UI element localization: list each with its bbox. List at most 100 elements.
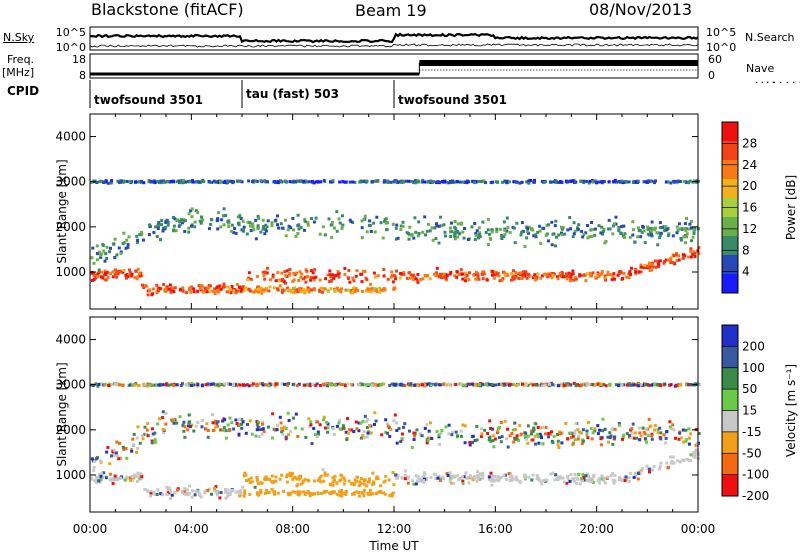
data-cell [628,471,632,475]
data-cell [475,424,479,428]
data-cell [303,478,307,482]
data-cell [481,471,485,475]
data-cell [329,492,333,496]
data-cell [323,233,327,237]
data-cell [624,180,628,184]
data-cell [108,472,112,476]
data-cell [413,434,417,438]
data-cell [486,243,490,247]
data-cell [637,270,641,274]
data-cell [647,417,651,421]
data-cell [695,179,699,183]
data-cell [581,472,585,476]
data-cell [108,462,112,466]
data-cell [297,227,301,231]
data-cell [679,238,683,242]
data-cell [136,275,140,279]
data-cell [588,179,592,183]
data-cell [391,222,395,226]
data-cell [158,287,162,290]
data-cell [529,382,533,386]
data-cell [687,458,691,462]
data-cell [362,494,366,498]
data-cell [250,480,254,484]
data-cell [500,236,504,240]
data-cell [128,268,131,272]
data-cell [96,476,100,480]
data-cell [593,227,597,231]
data-cell [132,443,136,447]
data-cell [301,287,305,291]
data-cell [406,481,410,485]
data-cell [470,225,474,229]
data-cell [473,439,477,442]
noise-sky-line [89,32,699,44]
data-cell [490,273,494,277]
colorbar-tick-label: 200 [742,339,765,353]
data-cell [585,383,589,386]
data-cell [538,229,542,233]
data-cell [674,383,678,387]
data-cell [225,179,229,183]
data-cell [668,455,672,459]
data-cell [333,226,336,230]
data-cell [348,428,352,432]
data-cell [629,383,633,387]
data-cell [363,478,367,482]
data-cell [506,427,509,431]
data-cell [205,422,209,426]
data-cell [512,276,516,280]
data-cell [259,286,263,290]
data-cell [308,288,312,292]
data-cell [99,255,103,259]
data-cell [223,285,227,289]
data-cell [337,217,341,221]
data-cell [130,447,134,451]
data-cell [252,228,256,232]
data-cell [461,479,465,483]
data-cell [379,383,383,387]
data-cell [90,457,94,461]
data-cell [437,181,441,185]
data-cell [132,476,136,480]
data-cell [228,416,232,420]
data-cell [414,181,417,185]
data-cell [339,491,343,495]
data-cell [189,209,193,213]
data-cell [372,271,376,275]
data-cell [556,433,560,436]
data-cell [161,431,165,435]
data-cell [210,492,213,496]
data-cell [259,230,263,234]
data-cell [166,488,170,491]
data-cell [365,289,369,293]
data-cell [135,436,139,440]
data-cell [573,438,577,442]
data-cell [340,227,344,230]
data-cell [613,479,617,483]
data-cell [533,273,537,277]
data-cell [456,222,460,226]
data-cell [603,276,607,280]
data-cell [375,215,379,219]
data-cell [137,474,141,478]
data-cell [362,482,366,486]
data-cell [408,225,412,229]
data-cell [281,428,285,432]
data-cell [650,227,654,231]
data-cell [214,425,218,429]
data-cell [453,234,457,238]
data-cell [477,233,481,236]
data-cell [114,451,118,455]
data-cell [566,477,570,481]
data-cell [664,436,668,440]
data-cell [399,272,403,275]
data-cell [481,474,485,478]
data-cell [257,435,261,438]
data-cell [593,429,597,433]
data-cell [514,478,518,482]
data-cell [305,269,309,273]
data-cell [582,475,586,479]
data-cell [521,274,525,278]
data-cell [590,479,594,483]
